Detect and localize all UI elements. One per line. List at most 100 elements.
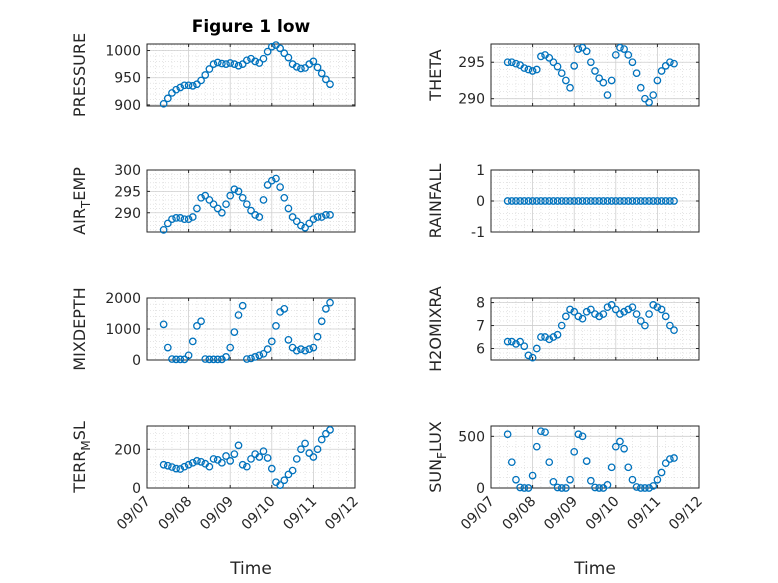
y-tick-label: 200 bbox=[114, 442, 141, 458]
data-point bbox=[188, 458, 197, 467]
data-point bbox=[503, 337, 512, 346]
data-point bbox=[242, 200, 251, 209]
data-point bbox=[574, 197, 583, 205]
data-point bbox=[595, 312, 604, 321]
axes-box bbox=[490, 297, 700, 361]
data-point bbox=[230, 60, 239, 68]
data-point bbox=[176, 355, 185, 364]
data-point bbox=[657, 468, 666, 477]
data-point bbox=[230, 450, 239, 458]
data-point bbox=[507, 458, 516, 467]
data-point bbox=[184, 460, 193, 469]
data-point bbox=[624, 51, 633, 59]
data-point bbox=[566, 305, 574, 314]
axes-box bbox=[490, 425, 700, 489]
data-point bbox=[301, 64, 309, 72]
data-point bbox=[297, 445, 305, 454]
data-series bbox=[503, 301, 678, 362]
axes-box bbox=[146, 169, 356, 233]
minor-grid bbox=[491, 44, 699, 106]
plot-area bbox=[491, 44, 699, 106]
data-point bbox=[603, 197, 612, 205]
data-point bbox=[209, 355, 218, 364]
data-point bbox=[180, 81, 189, 90]
y-tick-label: 1 bbox=[476, 163, 485, 179]
data-point bbox=[503, 197, 512, 205]
y-tick-label: 0 bbox=[476, 481, 485, 497]
data-point bbox=[611, 305, 620, 314]
data-point bbox=[218, 59, 226, 68]
data-point bbox=[512, 475, 520, 484]
data-point bbox=[516, 483, 524, 492]
x-tick-label: 09/09 bbox=[197, 494, 237, 534]
data-point bbox=[188, 337, 197, 346]
data-point bbox=[620, 45, 628, 53]
data-point bbox=[184, 81, 193, 90]
data-point bbox=[607, 301, 616, 309]
data-point bbox=[641, 321, 649, 330]
data-point bbox=[649, 482, 658, 490]
data-point bbox=[595, 197, 604, 205]
data-point bbox=[205, 355, 214, 364]
data-point bbox=[649, 91, 658, 99]
data-series bbox=[159, 41, 334, 108]
data-point bbox=[628, 197, 637, 205]
data-point bbox=[578, 432, 587, 441]
subplot-air: 290 295 300 AIRTEMP bbox=[70, 163, 356, 235]
data-point bbox=[591, 483, 599, 492]
data-point bbox=[284, 53, 293, 62]
data-point bbox=[259, 349, 268, 358]
data-point bbox=[317, 317, 326, 326]
data-point bbox=[591, 197, 599, 205]
data-point bbox=[657, 305, 666, 314]
data-point bbox=[247, 354, 255, 363]
data-point bbox=[317, 69, 326, 78]
data-point bbox=[309, 453, 318, 461]
y-tick-label: 0 bbox=[476, 194, 485, 210]
x-tick-label: 09/10 bbox=[239, 494, 279, 534]
data-point bbox=[570, 447, 579, 456]
data-point bbox=[557, 197, 566, 205]
data-point bbox=[541, 197, 549, 205]
data-point bbox=[313, 332, 322, 341]
axes-box bbox=[146, 425, 356, 489]
data-series bbox=[159, 174, 334, 234]
data-point bbox=[562, 312, 570, 321]
data-point bbox=[259, 54, 268, 63]
data-point bbox=[632, 310, 641, 318]
data-point bbox=[616, 310, 624, 318]
data-point bbox=[259, 447, 268, 456]
data-point bbox=[512, 59, 520, 68]
data-point bbox=[603, 91, 612, 99]
data-point bbox=[616, 437, 624, 446]
data-point bbox=[670, 454, 678, 462]
data-point bbox=[661, 197, 670, 205]
data-point bbox=[603, 303, 612, 312]
data-point bbox=[163, 343, 172, 352]
data-point bbox=[301, 346, 309, 355]
data-point bbox=[251, 57, 260, 66]
data-point bbox=[197, 317, 205, 326]
data-point bbox=[545, 197, 554, 205]
data-point bbox=[226, 191, 235, 200]
data-point bbox=[326, 211, 334, 219]
data-point bbox=[201, 191, 210, 200]
data-point bbox=[326, 80, 334, 89]
data-point bbox=[184, 351, 193, 360]
data-point bbox=[255, 453, 264, 461]
data-point bbox=[263, 345, 272, 353]
y-tick-label: 7 bbox=[476, 319, 485, 335]
x-axis-label-left: Time bbox=[229, 559, 272, 579]
subplot-theta: 290 295 THETA bbox=[426, 43, 700, 108]
axes-box bbox=[490, 43, 700, 107]
minor-grid bbox=[147, 44, 355, 106]
data-point bbox=[276, 481, 284, 489]
data-point bbox=[159, 226, 168, 234]
data-point bbox=[624, 197, 633, 205]
data-point bbox=[645, 310, 653, 318]
data-point bbox=[176, 214, 185, 222]
data-point bbox=[180, 215, 189, 224]
data-point bbox=[599, 310, 608, 318]
data-point bbox=[524, 484, 533, 492]
data-point bbox=[645, 98, 653, 107]
